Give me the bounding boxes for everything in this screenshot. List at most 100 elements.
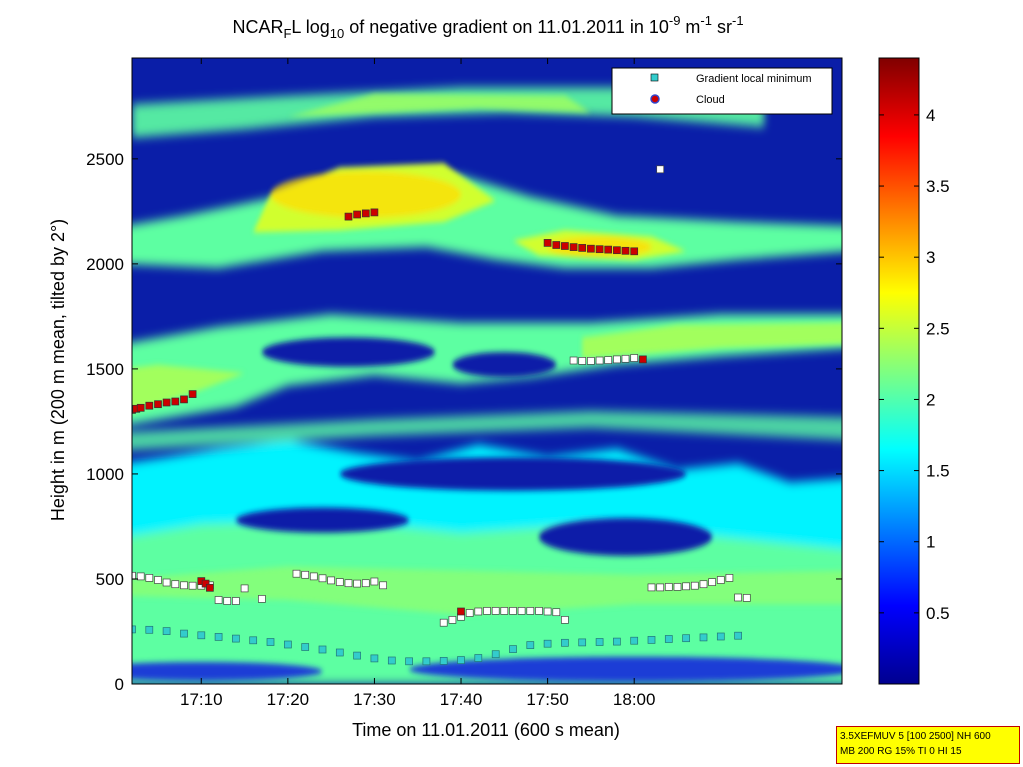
secondary-minimum-marker xyxy=(595,356,604,365)
gradient-minimum-marker xyxy=(405,657,413,666)
secondary-minimum-marker xyxy=(630,354,639,362)
secondary-minimum-marker xyxy=(699,580,708,589)
heatmap-surface-pocket xyxy=(132,661,323,681)
secondary-minimum-marker xyxy=(543,607,552,616)
y-tick-label: 2500 xyxy=(86,150,124,169)
colorbar-tick-label: 0.5 xyxy=(926,604,950,623)
cloud-marker xyxy=(344,212,353,221)
secondary-minimum-marker xyxy=(154,576,162,584)
cloud-marker xyxy=(162,398,171,407)
secondary-minimum-marker xyxy=(171,580,180,589)
y-tick-label: 1000 xyxy=(86,465,124,484)
gradient-minimum-marker xyxy=(318,645,327,654)
secondary-minimum-marker xyxy=(682,582,690,591)
cloud-marker xyxy=(145,401,154,410)
x-tick-label: 17:10 xyxy=(180,690,223,709)
gradient-minimum-marker xyxy=(682,634,690,643)
cloud-marker xyxy=(136,403,145,412)
x-axis: 17:10 17:20 17:30 17:40 17:50 18:00 xyxy=(180,58,655,709)
info-line-1: 3.5XEFMUV 5 [100 2500] NH 600 xyxy=(840,731,991,742)
legend-label-gradient-minimum: Gradient local minimum xyxy=(696,73,812,85)
gradient-minimum-marker xyxy=(284,640,292,649)
cloud-marker xyxy=(171,397,180,406)
x-tick-label: 17:40 xyxy=(440,690,483,709)
gradient-minimum-marker xyxy=(734,631,742,640)
heatmap-gap xyxy=(452,352,557,378)
cloud-marker xyxy=(457,607,465,616)
y-axis-label: Height in m (200 m mean, tilted by 2°) xyxy=(48,219,68,521)
secondary-minimum-marker xyxy=(664,583,673,591)
y-tick-label: 1500 xyxy=(86,360,124,379)
gradient-minimum-marker xyxy=(249,636,258,645)
secondary-minimum-marker xyxy=(465,609,474,617)
x-tick-label: 17:30 xyxy=(353,690,396,709)
legend-marker-cloud xyxy=(650,94,660,104)
legend-label-cloud: Cloud xyxy=(696,94,725,106)
gradient-minimum-marker xyxy=(561,638,569,647)
cloud-marker xyxy=(569,243,578,251)
secondary-minimum-marker xyxy=(379,581,387,590)
gradient-minimum-marker xyxy=(526,641,535,649)
cloud-marker xyxy=(370,208,379,217)
secondary-minimum-marker xyxy=(690,581,699,590)
cloud-marker xyxy=(188,390,197,398)
secondary-minimum-marker xyxy=(509,607,517,615)
secondary-minimum-marker xyxy=(526,607,535,615)
secondary-minimum-marker xyxy=(132,571,136,580)
gradient-minimum-marker xyxy=(630,636,639,645)
cloud-marker xyxy=(361,209,370,218)
gradient-minimum-marker xyxy=(491,650,500,659)
heatmap-thin-layer xyxy=(132,410,842,451)
heatmap-layers-detail xyxy=(132,93,842,682)
secondary-minimum-marker xyxy=(517,607,526,615)
cloud-marker xyxy=(621,246,630,255)
colorbar-tick-label: 1.5 xyxy=(926,462,950,481)
x-axis-label: Time on 11.01.2011 (600 s mean) xyxy=(352,720,620,740)
colorbar-tick-label: 2.5 xyxy=(926,319,950,338)
secondary-minimum-marker xyxy=(552,608,561,617)
gradient-minimum-marker xyxy=(387,656,396,665)
heatmap-gap xyxy=(261,337,436,367)
cloud-marker xyxy=(154,400,162,409)
cloud-marker xyxy=(561,242,569,250)
gradient-minimum-marker xyxy=(145,625,154,634)
secondary-minimum-marker xyxy=(370,577,379,586)
heatmap-gap xyxy=(235,507,410,533)
secondary-minimum-marker xyxy=(673,583,682,591)
gradient-minimum-marker xyxy=(664,635,673,643)
secondary-minimum-marker xyxy=(448,616,457,624)
gradient-minimum-marker xyxy=(595,638,604,646)
gradient-minimum-marker xyxy=(266,638,275,646)
x-tick-label: 17:50 xyxy=(526,690,569,709)
cloud-marker xyxy=(613,246,621,255)
gradient-minimum-marker xyxy=(162,627,171,635)
gradient-minimum-marker xyxy=(132,625,136,634)
secondary-minimum-marker xyxy=(301,570,310,579)
cloud-marker xyxy=(206,583,214,592)
gradient-minimum-marker xyxy=(613,637,621,646)
secondary-minimum-marker xyxy=(318,574,327,583)
cloud-marker xyxy=(180,395,188,404)
secondary-minimum-marker xyxy=(621,354,630,363)
cloud-marker xyxy=(595,245,604,254)
gradient-minimum-marker xyxy=(439,657,448,665)
gradient-minimum-marker xyxy=(457,656,465,664)
colorbar-tick-label: 2 xyxy=(926,390,935,409)
secondary-minimum-marker xyxy=(483,607,491,615)
secondary-minimum-marker xyxy=(613,355,621,364)
heatmap-low-band xyxy=(132,566,842,615)
chart-title: NCARFL log10 of negative gradient on 11.… xyxy=(232,13,743,41)
cloud-marker xyxy=(630,247,639,256)
gradient-minimum-marker xyxy=(699,633,708,642)
secondary-minimum-marker xyxy=(188,581,197,590)
secondary-minimum-marker xyxy=(734,593,742,602)
legend-box xyxy=(611,67,833,115)
colorbar-tick-label: 1 xyxy=(926,533,935,552)
secondary-minimum-marker xyxy=(474,607,483,616)
secondary-minimum-marker xyxy=(327,576,335,585)
gradient-minimum-marker xyxy=(353,651,361,660)
colorbar-tick-label: 4 xyxy=(926,106,935,125)
gradient-minimum-marker xyxy=(370,654,379,663)
secondary-minimum-marker xyxy=(587,357,595,365)
